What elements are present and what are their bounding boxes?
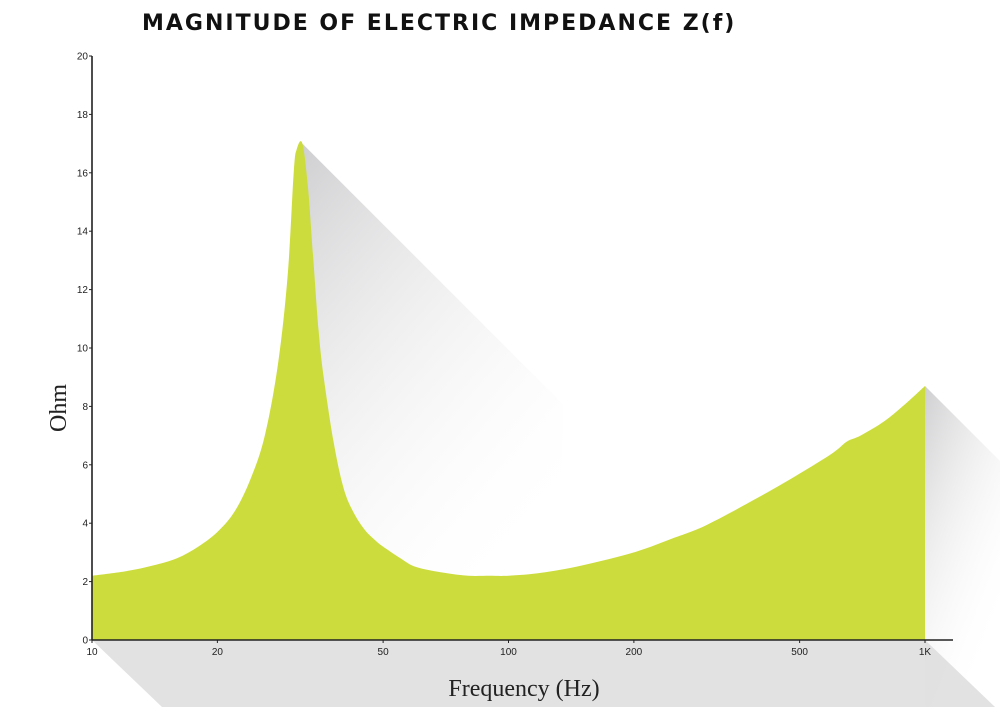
right-shadow	[925, 385, 1000, 707]
bottom-shadow	[92, 640, 995, 707]
x-tick-label: 20	[212, 647, 224, 658]
y-tick-label: 6	[82, 460, 88, 471]
y-tick-label: 0	[82, 636, 88, 647]
x-tick-label: 50	[378, 647, 390, 658]
peak-shadow	[302, 143, 563, 640]
x-axis-label: Frequency (Hz)	[448, 676, 599, 702]
x-tick-label: 100	[500, 647, 517, 658]
y-tick-label: 14	[77, 227, 89, 238]
x-tick-label: 200	[626, 647, 643, 658]
y-tick-label: 4	[82, 519, 88, 530]
y-tick-label: 18	[77, 110, 89, 121]
impedance-area	[92, 141, 925, 640]
chart-title: MAGNITUDE OF ELECTRIC IMPEDANCE Z(f)	[142, 11, 736, 36]
x-tick-label: 1K	[919, 647, 932, 658]
y-tick-label: 12	[77, 285, 89, 296]
y-tick-label: 2	[82, 577, 88, 588]
y-tick-label: 8	[82, 402, 88, 413]
y-tick-label: 20	[77, 52, 89, 63]
x-tick-label: 10	[86, 647, 98, 658]
y-tick-label: 16	[77, 168, 89, 179]
y-tick-label: 10	[77, 344, 89, 355]
drop-shadow	[92, 143, 1000, 707]
y-axis-label: Ohm	[46, 384, 72, 432]
x-tick-label: 500	[791, 647, 808, 658]
